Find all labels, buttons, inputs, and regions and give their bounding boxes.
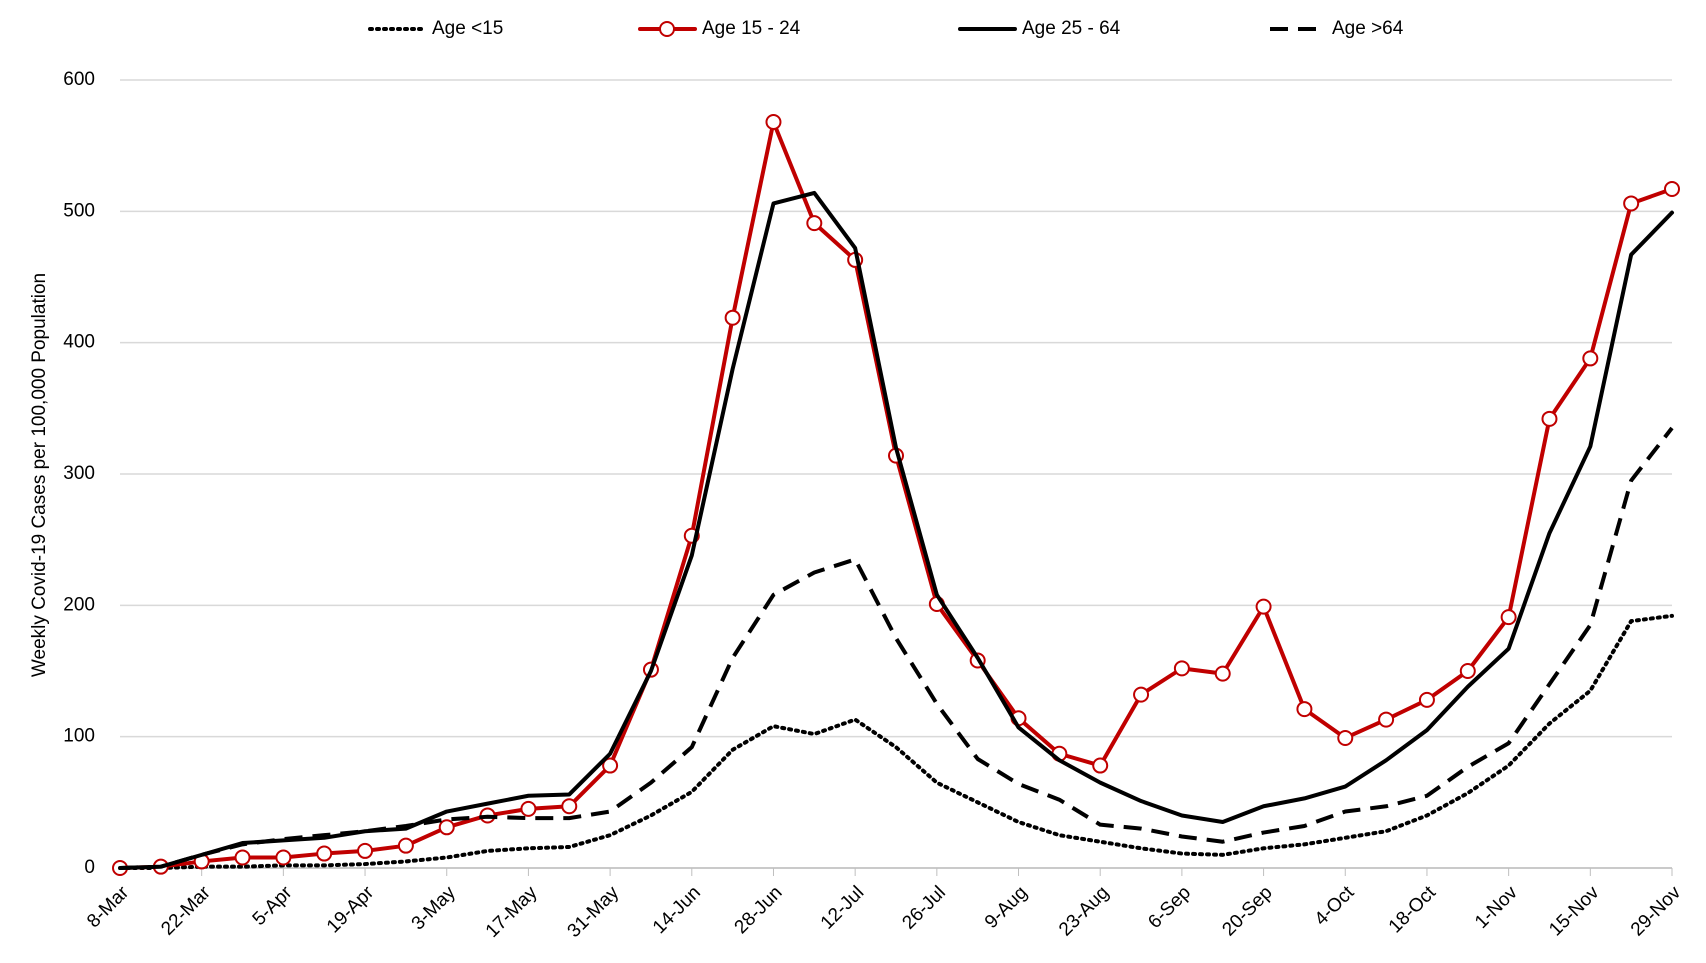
x-tick-label: 9-Aug	[981, 882, 1032, 933]
series-line	[119, 426, 1674, 870]
x-tick-label: 22-Mar	[157, 882, 215, 940]
legend-label: Age 15 - 24	[702, 18, 801, 39]
y-axis-label: Weekly Covid-19 Cases per 100,000 Popula…	[29, 273, 50, 677]
data-point	[1541, 410, 1558, 427]
x-tick-label: 4-Oct	[1311, 882, 1359, 930]
legend-label: Age >64	[1332, 18, 1404, 39]
data-point	[1173, 660, 1190, 677]
x-tick-label: 28-Jun	[731, 882, 787, 938]
data-point	[1133, 686, 1150, 703]
data-point	[602, 757, 619, 774]
x-tick-label: 14-Jun	[649, 882, 705, 938]
y-tick-label: 200	[63, 594, 95, 615]
x-tick-label: 12-Jul	[817, 882, 868, 933]
x-tick-label: 31-May	[564, 882, 624, 942]
data-point	[275, 849, 292, 866]
x-tick-label: 20-Sep	[1218, 882, 1276, 940]
x-tick-label: 17-May	[482, 882, 542, 942]
data-point	[1378, 711, 1395, 728]
data-point	[357, 842, 374, 859]
data-point	[806, 215, 823, 232]
x-tick-label: 5-Apr	[249, 882, 297, 930]
x-tick-label: 19-Apr	[323, 882, 379, 938]
x-tick-label: 29-Nov	[1627, 882, 1686, 941]
legend-label: Age <15	[432, 18, 503, 39]
x-tick-label: 6-Sep	[1144, 882, 1195, 933]
data-point	[397, 837, 414, 854]
data-point	[724, 309, 741, 326]
data-point	[1255, 598, 1272, 615]
data-point	[438, 819, 455, 836]
data-point	[1337, 729, 1354, 746]
x-tick-label: 26-Jul	[898, 882, 949, 933]
y-tick-label: 500	[63, 200, 95, 221]
legend-marker	[659, 21, 675, 37]
data-point	[765, 114, 782, 131]
y-tick-label: 300	[63, 463, 95, 484]
data-point	[1664, 181, 1680, 198]
x-tick-label: 3-May	[408, 882, 461, 935]
data-point	[1623, 195, 1640, 212]
data-point	[520, 800, 537, 817]
x-tick-label: 1-Nov	[1471, 882, 1522, 933]
data-point	[1500, 609, 1517, 626]
data-point	[1418, 691, 1435, 708]
data-point	[316, 845, 333, 862]
data-point	[1582, 350, 1599, 367]
x-tick-label: 18-Oct	[1385, 882, 1441, 938]
y-tick-label: 0	[84, 857, 95, 878]
series-line	[118, 190, 1674, 870]
y-tick-label: 100	[63, 726, 95, 747]
legend-label: Age 25 - 64	[1022, 18, 1121, 39]
x-tick-label: 15-Nov	[1545, 882, 1604, 941]
data-point	[234, 849, 251, 866]
x-tick-label: 23-Aug	[1055, 882, 1113, 940]
data-point	[1296, 701, 1313, 718]
data-point	[1459, 663, 1476, 679]
data-point	[1214, 665, 1231, 682]
series-line	[118, 613, 1674, 870]
series-line	[118, 120, 1674, 870]
x-tick-label: 8-Mar	[83, 882, 133, 932]
y-tick-label: 400	[63, 332, 95, 353]
data-point	[1092, 757, 1109, 774]
data-point	[561, 798, 578, 815]
y-tick-label: 600	[63, 69, 95, 90]
